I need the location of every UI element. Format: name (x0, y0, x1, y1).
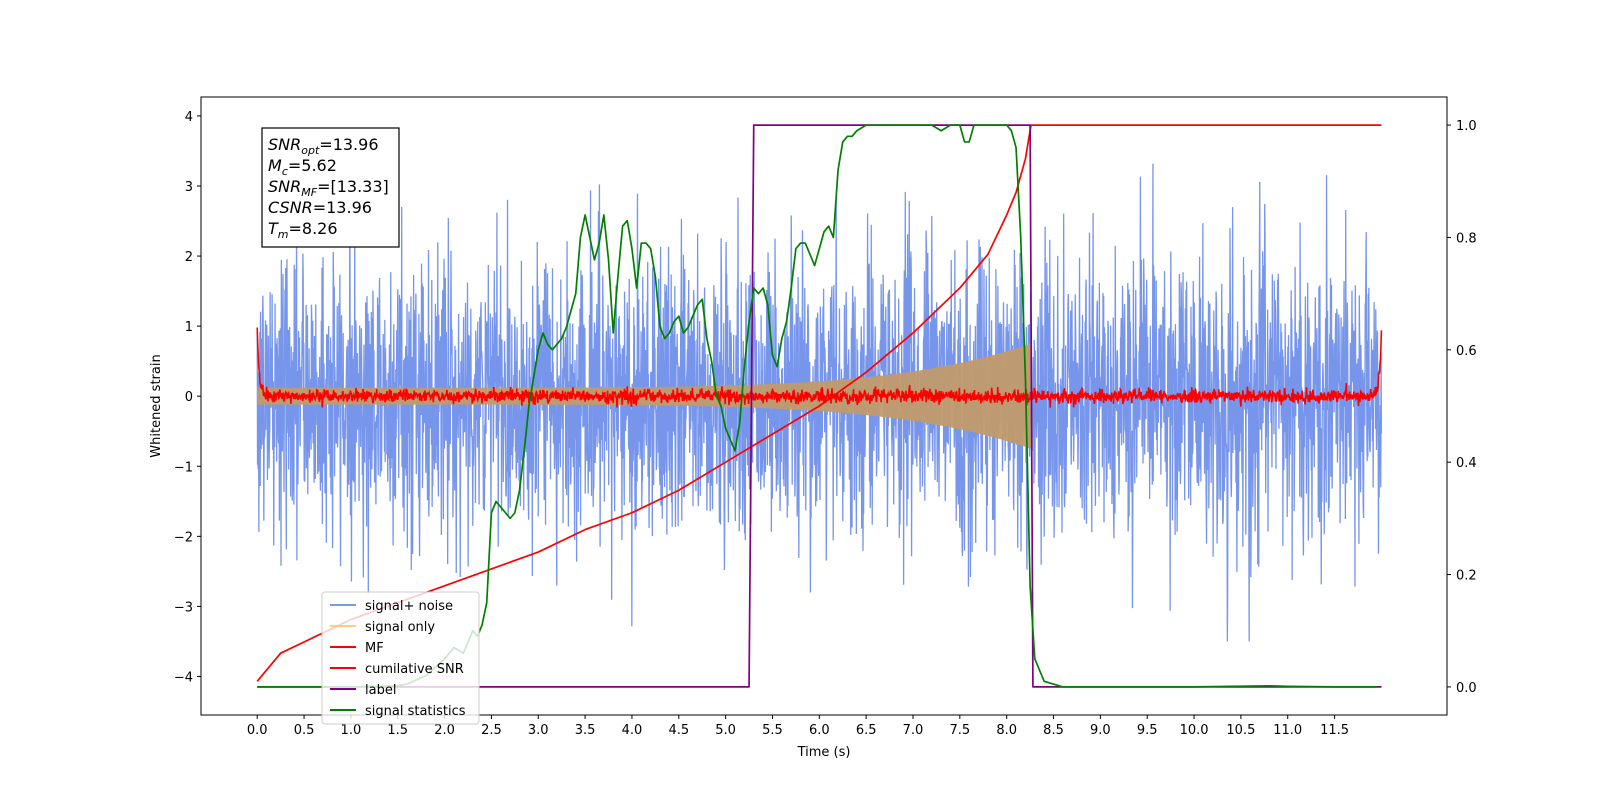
annotation-symbol: SNR (268, 177, 301, 196)
annotation-subscript: opt (301, 144, 320, 157)
x-tick-label: 8.5 (1043, 723, 1064, 738)
x-tick-label: 4.5 (668, 723, 689, 738)
annotation-value: =8.26 (289, 219, 338, 238)
x-tick-label: 6.0 (809, 723, 830, 738)
legend-label: MF (365, 641, 384, 656)
x-tick-label: 1.0 (341, 723, 362, 738)
x-tick-label: 1.5 (387, 723, 408, 738)
x-tick-label: 3.0 (528, 723, 549, 738)
x-tick-label: 6.5 (856, 723, 877, 738)
y-left-tick-label: 1 (185, 320, 193, 335)
x-tick-label: 5.0 (715, 723, 736, 738)
x-tick-label: 9.5 (1137, 723, 1158, 738)
annotation-frame (261, 127, 400, 248)
y-left-tick-label: −2 (174, 530, 193, 545)
legend-label: signal statistics (365, 704, 466, 719)
annotation-line: Mc=5.62 (268, 156, 337, 178)
annotation-line: SNRopt=13.96 (268, 135, 379, 157)
annotation-symbol: SNR (268, 135, 301, 154)
x-tick-label: 2.5 (481, 723, 502, 738)
legend-entries: signal+ noise signal only MF cumilative SNR… (330, 599, 466, 719)
x-tick-label: 0.5 (294, 723, 315, 738)
x-tick-label: 11.0 (1273, 723, 1302, 738)
legend: signal+ noise signal only MF cumilative SNR… (321, 591, 480, 725)
series-signal-statistics-line (257, 124, 1377, 688)
annotation-value: =13.96 (319, 135, 378, 154)
y-right-tick-label: 1.0 (1456, 119, 1477, 134)
y-right-tick-label: 0.6 (1456, 344, 1477, 359)
y-axis-label: Whitened strain (149, 354, 164, 457)
y-left-tick-label: 4 (185, 110, 193, 125)
x-tick-label: 5.5 (762, 723, 783, 738)
legend-label: signal+ noise (365, 599, 453, 614)
annotation-symbol: T (268, 219, 279, 238)
y-left-tick-label: 3 (185, 180, 193, 195)
y-left-tick-label: −1 (174, 460, 193, 475)
x-tick-label: 7.0 (903, 723, 924, 738)
annotation-value: =5.62 (288, 156, 337, 175)
annotation-subscript: MF (301, 186, 317, 199)
x-tick-label: 10.5 (1226, 723, 1255, 738)
y-right-tick-label: 0.0 (1456, 681, 1477, 696)
x-tick-label: 11.5 (1320, 723, 1349, 738)
legend-label: signal only (365, 620, 435, 635)
x-tick-label: 3.5 (575, 723, 596, 738)
x-tick-label: 9.0 (1090, 723, 1111, 738)
annotation-symbol: CSNR (268, 198, 313, 217)
y-right-tick-label: 0.2 (1456, 569, 1477, 584)
x-tick-label: 8.0 (996, 723, 1017, 738)
x-tick-label: 2.0 (434, 723, 455, 738)
y-left-tick-label: 2 (185, 250, 193, 265)
y-left-tick-label: −4 (174, 670, 193, 685)
x-axis-label: Time (s) (797, 745, 851, 760)
legend-frame (321, 591, 480, 725)
annotation-line: CSNR=13.96 (268, 198, 372, 217)
y-left-tick-label: 0 (185, 390, 193, 405)
annotation-line: Tm=8.26 (268, 219, 338, 241)
x-tick-label: 4.0 (622, 723, 643, 738)
axes-frame (200, 96, 1448, 716)
legend-label: cumilative SNR (365, 662, 464, 677)
x-tick-label: 7.5 (949, 723, 970, 738)
axis-ticks: 0.0 0.5 1.0 1.5 2.0 2.5 3.0 3.5 4.0 4.5 5.0 5.5 6.0 6… (174, 110, 1477, 738)
annotation-lines: SNRopt=13.96Mc=5.62SNRMF=[13.33]CSNR=13.… (268, 135, 389, 241)
annotation-value: =13.96 (313, 198, 372, 217)
annotation-value: =[13.33] (317, 177, 389, 196)
annotation-box: SNRopt=13.96Mc=5.62SNRMF=[13.33]CSNR=13.… (261, 127, 400, 248)
annotation-subscript: c (282, 165, 288, 178)
x-tick-label: 0.0 (247, 723, 268, 738)
y-left-tick-label: −3 (174, 600, 193, 615)
annotation-symbol: M (268, 156, 282, 175)
y-right-tick-label: 0.4 (1456, 456, 1477, 471)
y-right-tick-label: 0.8 (1456, 231, 1477, 246)
annotation-line: SNRMF=[13.33] (268, 177, 389, 199)
annotation-subscript: m (278, 228, 289, 241)
legend-label: label (365, 683, 396, 698)
series-mf-line (256, 327, 1383, 408)
x-tick-label: 10.0 (1180, 723, 1209, 738)
